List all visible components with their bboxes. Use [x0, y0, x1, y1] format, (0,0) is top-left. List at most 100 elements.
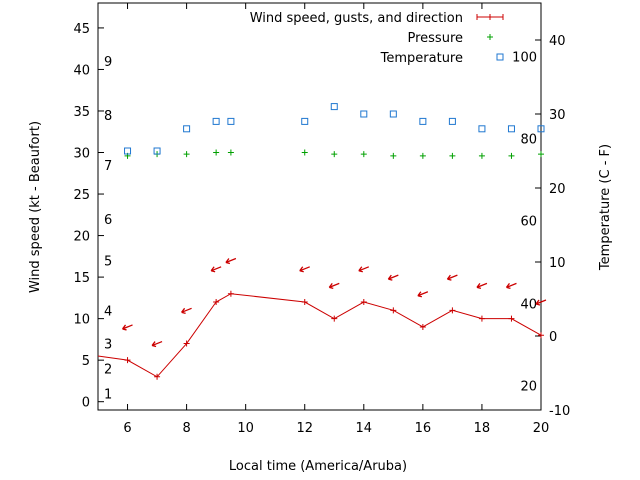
temperature-point	[330, 103, 338, 111]
fahrenheit-label: 40	[520, 297, 537, 312]
x-tick-label: 6	[123, 421, 131, 436]
temperature-point	[301, 117, 309, 125]
pressure-point	[508, 152, 515, 159]
legend-label: Temperature	[380, 51, 463, 66]
wind-speed-point	[227, 290, 234, 297]
wind-direction-arrow	[358, 266, 370, 273]
wind-direction-arrow	[122, 324, 133, 331]
y-left-tick-label: 15	[73, 271, 90, 286]
wind-direction-arrow	[210, 266, 222, 273]
temperature-point	[389, 110, 397, 118]
y-left-tick-label: 5	[82, 354, 90, 369]
temperature-point	[212, 117, 220, 125]
temperature-point	[227, 117, 235, 125]
y-right-tick-label: 0	[549, 330, 557, 345]
wind-direction-arrow	[328, 282, 340, 290]
pressure-point	[360, 151, 367, 158]
pressure-point	[538, 151, 544, 158]
y-right-tick-label: -10	[549, 404, 570, 419]
series-layer	[97, 103, 547, 380]
wind-direction-arrow	[535, 299, 547, 306]
x-tick-label: 10	[237, 421, 254, 436]
pressure-point	[227, 149, 234, 156]
wind-speed-point	[449, 307, 456, 314]
wind-speed-point	[301, 299, 308, 306]
wind-speed-point	[183, 340, 190, 347]
legend-pressure-sample	[487, 34, 493, 40]
wind-direction-arrow	[151, 340, 163, 348]
y-left-tick-label: 0	[82, 396, 90, 411]
wind-direction-arrow	[225, 257, 237, 265]
wind-speed-point	[154, 373, 161, 380]
fahrenheit-label: 20	[520, 380, 537, 395]
beaufort-label: 8	[104, 109, 112, 124]
beaufort-label: 1	[104, 387, 112, 402]
temperature-point	[419, 117, 427, 125]
temperature-point	[507, 125, 515, 133]
fahrenheit-label: 80	[520, 132, 537, 147]
y-left-tick-label: 45	[73, 22, 90, 37]
x-tick-label: 18	[474, 421, 491, 436]
legend-wind-sample	[476, 14, 504, 20]
temperature-point	[124, 147, 132, 155]
x-tick-label: 20	[533, 421, 550, 436]
y-left-tick-label: 25	[73, 188, 90, 203]
x-axis-label: Local time (America/Aruba)	[229, 459, 407, 474]
beaufort-label: 2	[104, 362, 112, 377]
pressure-point	[419, 152, 426, 159]
wind-direction-arrow	[387, 274, 399, 281]
wind-speed-point	[213, 299, 220, 306]
y-axis-label-right: Temperature (C - F)	[598, 144, 613, 271]
y-right-tick-label: 30	[549, 108, 566, 123]
y-left-tick-label: 10	[73, 313, 90, 328]
temperature-point	[183, 125, 191, 133]
legend-label: Wind speed, gusts, and direction	[250, 11, 463, 26]
beaufort-label: 6	[104, 213, 112, 228]
y-right-tick-label: 20	[549, 182, 566, 197]
beaufort-label: 9	[104, 55, 112, 70]
legend: Wind speed, gusts, and direction Pressure…	[250, 11, 504, 66]
pressure-point	[183, 151, 190, 158]
beaufort-label: 5	[104, 254, 112, 269]
wind-direction-arrow	[417, 291, 429, 298]
temperature-point	[448, 117, 456, 125]
wind-speed-point	[124, 357, 131, 364]
wind-speed-line	[97, 293, 542, 378]
fahrenheit-label: 100	[512, 50, 537, 65]
wind-speed-point	[538, 332, 544, 339]
y-right-tick-label: 40	[549, 34, 566, 49]
x-tick-label: 14	[356, 421, 373, 436]
beaufort-label: 7	[104, 159, 112, 174]
plot-frame	[97, 2, 542, 411]
wind-speed-point	[419, 323, 426, 330]
wind-direction-arrow	[299, 266, 310, 273]
y-left-tick-label: 35	[73, 105, 90, 120]
y-axis-label-left: Wind speed (kt - Beaufort)	[28, 121, 43, 293]
fahrenheit-label: 60	[520, 215, 537, 230]
y-left-tick-label: 30	[73, 147, 90, 162]
x-tick-label: 8	[182, 421, 190, 436]
beaufort-label: 4	[104, 304, 112, 319]
temperature-point	[153, 147, 161, 155]
y-left-tick-label: 40	[73, 63, 90, 78]
wind-direction-arrow	[476, 282, 488, 290]
x-tick-label: 16	[415, 421, 432, 436]
wind-direction-arrow	[446, 274, 458, 281]
beaufort-label: 3	[104, 338, 112, 353]
x-tick-label: 12	[296, 421, 313, 436]
pressure-point	[449, 152, 456, 159]
y-left-tick-label: 20	[73, 230, 90, 245]
temperature-point	[478, 125, 486, 133]
wind-speed-point	[331, 315, 338, 322]
wind-direction-arrow	[181, 307, 192, 314]
wind-speed-point	[478, 315, 485, 322]
wind-speed-point	[390, 307, 397, 314]
temperature-point	[360, 110, 368, 118]
temperature-point	[537, 125, 545, 133]
pressure-point	[301, 149, 308, 156]
wind-direction-arrow	[505, 282, 517, 290]
legend-label: Pressure	[407, 31, 463, 46]
pressure-point	[331, 151, 338, 158]
pressure-point	[478, 152, 485, 159]
